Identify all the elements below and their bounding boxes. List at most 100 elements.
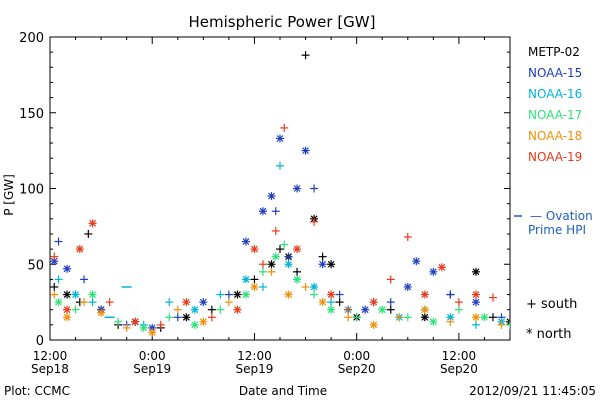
data-point-noaa-16 bbox=[71, 290, 80, 299]
data-point-noaa-15 bbox=[301, 146, 310, 155]
data-point-noaa-19 bbox=[437, 263, 446, 272]
data-point-noaa-17 bbox=[378, 305, 387, 314]
data-point-noaa-17 bbox=[190, 320, 199, 329]
legend-entry-noaa-17: NOAA-17 bbox=[528, 108, 582, 122]
data-point-metp-02 bbox=[335, 298, 344, 307]
data-point-noaa-16 bbox=[241, 275, 250, 284]
data-point-metp-02 bbox=[506, 317, 510, 326]
data-point-metp-02 bbox=[250, 275, 259, 284]
data-point-metp-02 bbox=[84, 229, 93, 238]
data-point-noaa-19 bbox=[454, 298, 463, 307]
data-point-noaa-17 bbox=[88, 290, 97, 299]
data-point-metp-02 bbox=[50, 282, 59, 291]
data-point-noaa-19 bbox=[403, 232, 412, 241]
x-tick-label-time: 12:00 bbox=[33, 349, 68, 363]
x-tick-label-date: Sep19 bbox=[133, 362, 171, 376]
data-point-noaa-18 bbox=[50, 290, 59, 299]
x-tick-label-date: Sep19 bbox=[235, 362, 273, 376]
data-point-noaa-19 bbox=[131, 317, 140, 326]
data-point-noaa-18 bbox=[369, 320, 378, 329]
data-point-noaa-17 bbox=[327, 305, 336, 314]
marker-legend: + south * north bbox=[526, 297, 577, 342]
data-point-noaa-16 bbox=[190, 305, 199, 314]
data-point-noaa-19 bbox=[488, 293, 497, 302]
data-point-noaa-15 bbox=[318, 260, 327, 269]
y-tick-label: 200 bbox=[19, 31, 44, 46]
data-points bbox=[50, 51, 548, 337]
data-point-noaa-16 bbox=[471, 320, 480, 329]
ovation-legend: — Ovation Prime HPI bbox=[528, 209, 593, 237]
data-point-noaa-17 bbox=[271, 252, 280, 261]
data-point-noaa-18 bbox=[497, 320, 506, 329]
x-axis-label: Date and Time bbox=[239, 384, 327, 398]
data-point-noaa-18 bbox=[420, 305, 429, 314]
data-point-noaa-18 bbox=[318, 298, 327, 307]
data-point-noaa-18 bbox=[97, 308, 106, 317]
data-point-noaa-19 bbox=[540, 318, 548, 326]
data-point-noaa-18 bbox=[173, 305, 182, 314]
data-point-noaa-15 bbox=[258, 207, 267, 216]
data-point-noaa-16 bbox=[216, 290, 225, 299]
data-point-noaa-18 bbox=[284, 290, 293, 299]
marker-legend-south: + south bbox=[526, 297, 577, 312]
data-point-metp-02 bbox=[471, 267, 480, 276]
data-point-noaa-16 bbox=[284, 260, 293, 269]
data-point-noaa-15 bbox=[54, 237, 63, 246]
data-point-noaa-17 bbox=[54, 298, 63, 307]
data-point-noaa-17 bbox=[71, 305, 80, 314]
data-point-noaa-15 bbox=[335, 290, 344, 299]
data-point-noaa-15 bbox=[271, 207, 280, 216]
data-point-metp-02 bbox=[182, 313, 191, 322]
plot-area: 05010015020012:00Sep180:00Sep1912:00Sep1… bbox=[19, 31, 548, 376]
data-point-noaa-16 bbox=[88, 298, 97, 307]
data-point-noaa-15 bbox=[199, 298, 208, 307]
y-tick-label: 50 bbox=[27, 258, 44, 273]
y-tick-label: 0 bbox=[36, 334, 44, 349]
data-point-noaa-17 bbox=[429, 317, 438, 326]
x-tick-label-date: Sep20 bbox=[338, 362, 376, 376]
data-point-noaa-19 bbox=[515, 313, 523, 321]
data-point-noaa-19 bbox=[386, 275, 395, 284]
data-point-noaa-17 bbox=[139, 323, 148, 332]
data-point-noaa-19 bbox=[293, 245, 302, 254]
data-point-noaa-18 bbox=[224, 298, 233, 307]
data-point-metp-02 bbox=[293, 267, 302, 276]
data-point-metp-02 bbox=[276, 245, 284, 254]
data-point-noaa-17 bbox=[506, 320, 510, 329]
legend-entry-metp-02: METP-02 bbox=[528, 45, 580, 59]
data-point-noaa-18 bbox=[267, 267, 276, 276]
plot-timestamp: 2012/09/21 11:45:05 bbox=[469, 384, 596, 398]
data-point-metp-02 bbox=[488, 313, 497, 322]
data-point-noaa-15 bbox=[63, 264, 72, 273]
data-point-noaa-15 bbox=[386, 298, 395, 307]
ovation-label-line1: — Ovation bbox=[530, 209, 593, 223]
data-point-noaa-19 bbox=[344, 305, 353, 314]
data-point-noaa-19 bbox=[258, 260, 267, 269]
data-point-noaa-17 bbox=[352, 313, 361, 322]
legend-entry-noaa-18: NOAA-18 bbox=[528, 129, 582, 143]
data-point-noaa-15 bbox=[361, 305, 370, 314]
data-point-noaa-15 bbox=[429, 267, 438, 276]
data-point-metp-02 bbox=[327, 260, 336, 269]
data-point-noaa-17 bbox=[480, 313, 489, 322]
data-point-noaa-19 bbox=[420, 290, 429, 299]
data-point-noaa-15 bbox=[276, 134, 284, 143]
data-point-noaa-19 bbox=[280, 123, 289, 132]
data-point-noaa-19 bbox=[182, 298, 191, 307]
data-point-noaa-16 bbox=[327, 298, 336, 307]
data-point-metp-02 bbox=[318, 252, 327, 261]
data-point-noaa-18 bbox=[395, 313, 404, 322]
data-point-metp-02 bbox=[386, 305, 395, 314]
data-point-noaa-19 bbox=[327, 290, 336, 299]
data-point-noaa-18 bbox=[446, 317, 455, 326]
data-point-metp-02 bbox=[301, 51, 310, 60]
data-point-noaa-17 bbox=[114, 317, 123, 326]
ovation-label-line2: Prime HPI bbox=[528, 223, 586, 237]
x-tick-label-time: 0:00 bbox=[343, 349, 370, 363]
data-point-noaa-19 bbox=[310, 217, 319, 226]
data-point-metp-02 bbox=[267, 260, 276, 269]
data-point-noaa-17 bbox=[165, 313, 174, 322]
data-point-noaa-19 bbox=[369, 298, 378, 307]
legend: METP-02 NOAA-15 NOAA-16 NOAA-17 NOAA-18 NOAA-… bbox=[528, 45, 582, 164]
y-axis-label: P [GW] bbox=[2, 174, 16, 216]
